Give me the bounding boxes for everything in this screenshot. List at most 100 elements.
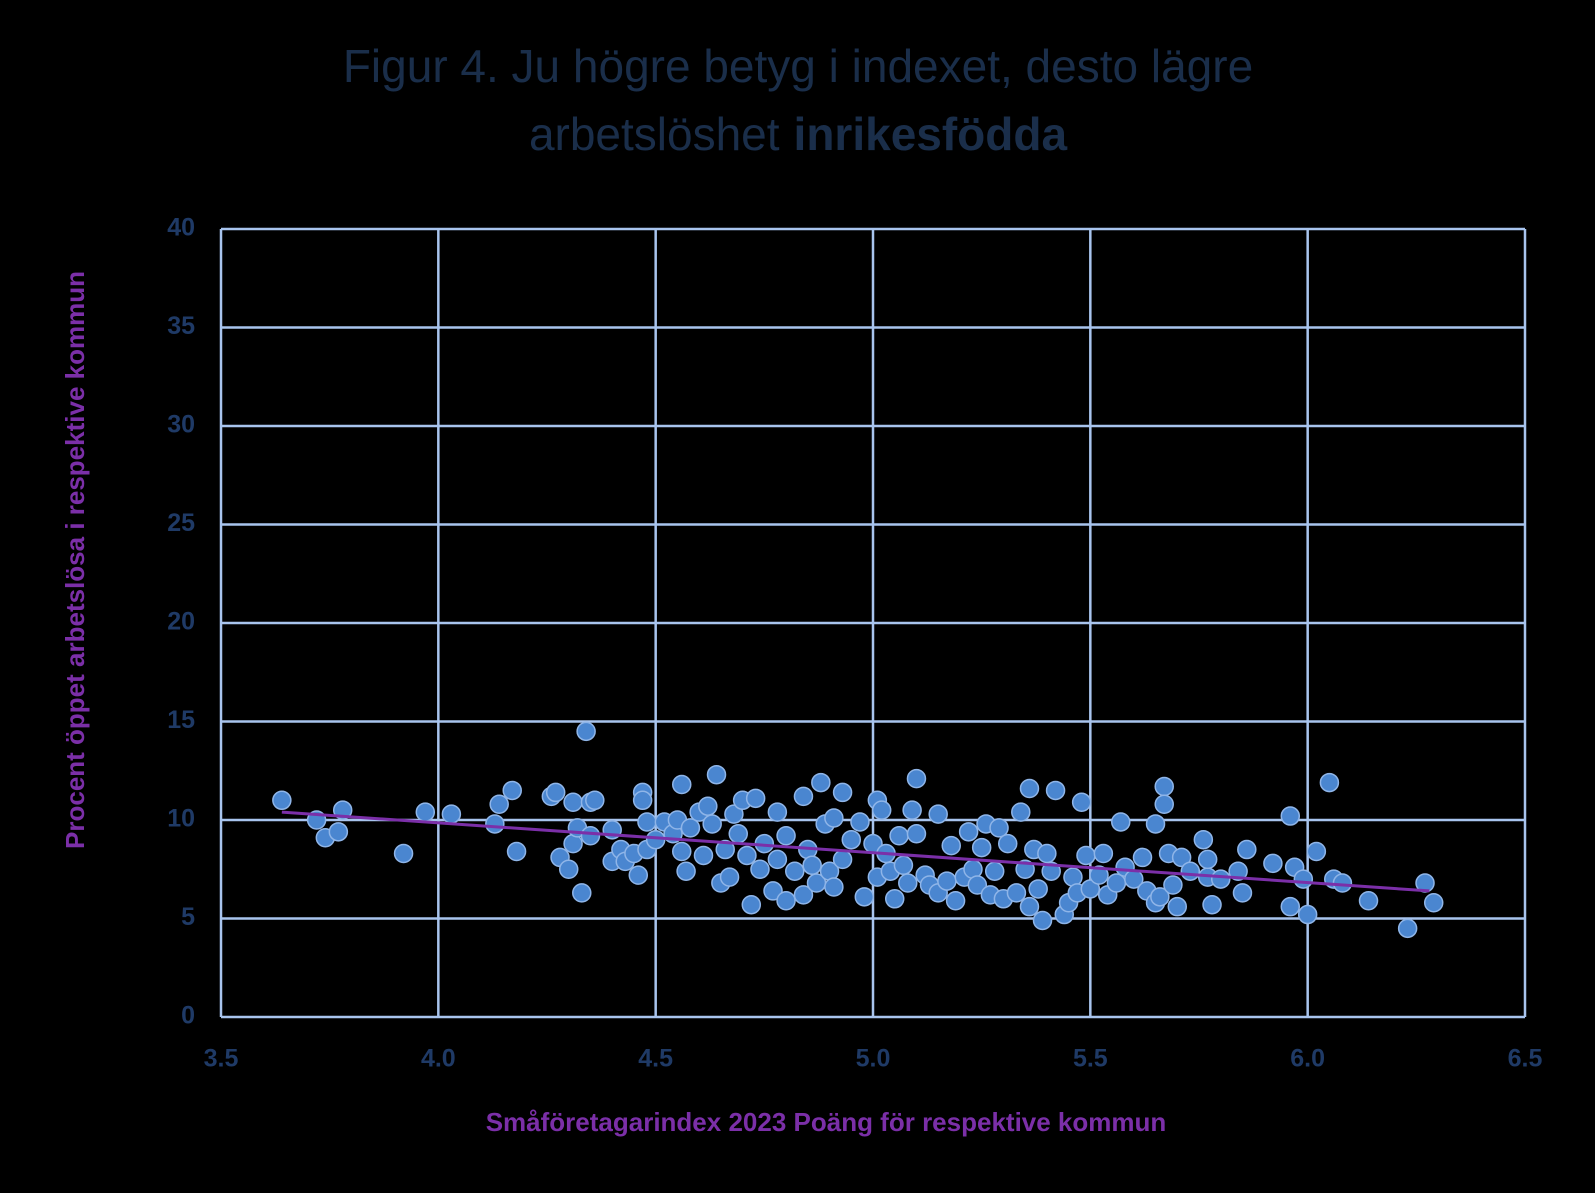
y-tick-label: 0 <box>181 1002 195 1030</box>
scatter-point <box>884 889 905 909</box>
scatter-point <box>767 802 788 822</box>
scatter-point <box>776 826 796 846</box>
scatter-point <box>393 843 414 864</box>
y-axis-label: Procent öppet arbetslösa i respektive ko… <box>60 271 90 849</box>
scatter-point <box>724 804 744 824</box>
scatter-point <box>1297 904 1318 925</box>
scatter-point <box>832 849 853 870</box>
scatter-point <box>1358 891 1379 911</box>
scatter-point <box>1106 873 1127 893</box>
scatter-point <box>902 800 922 820</box>
scatter-point <box>1028 879 1048 899</box>
scatter-point <box>1111 812 1131 832</box>
scatter-point <box>545 782 566 803</box>
scatter-point <box>485 814 505 834</box>
scatter-point <box>745 788 766 809</box>
scatter-point <box>698 796 718 816</box>
y-tick-label: 5 <box>181 903 195 931</box>
scatter-point <box>637 812 657 832</box>
x-tick-label: 5.0 <box>856 1045 891 1073</box>
scatter-point <box>1193 829 1214 850</box>
scatter-point <box>632 790 653 811</box>
x-tick-label: 4.0 <box>421 1045 456 1073</box>
scatter-point <box>585 790 605 811</box>
scatter-point <box>676 861 696 881</box>
scatter-point <box>702 814 722 834</box>
scatter-point <box>572 883 592 903</box>
scatter-point <box>1280 896 1301 917</box>
scatter-point <box>989 818 1009 838</box>
scatter-point <box>1093 843 1114 864</box>
scatter-point <box>737 845 757 866</box>
scatter-point <box>1237 839 1257 860</box>
scatter-point <box>841 829 862 850</box>
scatter-point <box>1006 883 1027 903</box>
scatter-point <box>1045 780 1066 801</box>
y-tick-label: 10 <box>167 805 195 833</box>
scatter-point <box>1150 887 1170 907</box>
scatter-point <box>1306 841 1327 862</box>
scatter-point <box>502 780 522 801</box>
scatter-point <box>958 822 979 842</box>
scatter-point <box>1197 849 1218 870</box>
scatter-point <box>1071 792 1092 813</box>
scatter-point <box>671 774 692 795</box>
scatter-point <box>1145 814 1166 834</box>
scatter-point <box>1132 847 1153 868</box>
scatter-point <box>706 764 727 785</box>
scatter-point <box>893 855 914 876</box>
x-tick-label: 4.5 <box>638 1045 673 1073</box>
scatter-point <box>850 812 870 832</box>
scatter-point <box>750 859 770 879</box>
scatter-point <box>1423 892 1444 913</box>
scatter-point <box>1210 869 1231 889</box>
scatter-point <box>563 792 583 813</box>
scatter-point <box>1076 845 1096 866</box>
scatter-point <box>441 804 462 824</box>
y-tick-label: 30 <box>167 411 195 439</box>
y-tick-label: 20 <box>167 608 195 636</box>
scatter-point <box>906 824 927 844</box>
scatter-point <box>1167 896 1188 917</box>
x-tick-label: 5.5 <box>1073 1045 1108 1073</box>
scatter-point <box>1080 879 1101 899</box>
scatter-point <box>415 802 436 822</box>
scatter-point <box>793 786 814 807</box>
scatter-point <box>776 891 796 911</box>
trendline <box>281 810 1430 893</box>
scatter-point <box>802 855 822 876</box>
scatter-point <box>719 867 740 887</box>
y-tick-label: 25 <box>167 509 195 537</box>
scatter-point <box>580 826 601 846</box>
scatter-point <box>785 861 805 881</box>
scatter-point <box>558 859 579 879</box>
x-tick-label: 3.5 <box>204 1045 239 1073</box>
scatter-point <box>693 845 714 866</box>
y-tick-label: 15 <box>167 706 195 734</box>
scatter-point <box>945 891 966 911</box>
scatter-point <box>763 881 783 901</box>
scatter-point <box>854 887 875 907</box>
scatter-point <box>793 885 814 905</box>
scatter-point <box>1019 778 1040 799</box>
scatter-point <box>680 818 701 838</box>
scatter-point <box>1037 843 1057 864</box>
x-tick-label: 6.0 <box>1290 1045 1325 1073</box>
scatter-point <box>767 849 788 870</box>
scatter-point <box>1228 861 1248 881</box>
scatter-point <box>906 768 927 789</box>
scatter-point <box>997 833 1018 854</box>
scatter-point <box>1011 802 1031 822</box>
scatter-point <box>1280 806 1301 826</box>
x-axis-label: Småföretagarindex 2023 Poäng för respekt… <box>486 1107 1167 1137</box>
scatter-point <box>971 837 992 858</box>
scatter-point <box>1032 910 1053 931</box>
scatter-point <box>1163 875 1183 895</box>
scatter-point <box>576 721 596 742</box>
scatter-point <box>824 808 844 828</box>
scatter-point <box>928 804 948 824</box>
scatter-point <box>1154 776 1174 797</box>
scatter-point <box>941 835 961 856</box>
